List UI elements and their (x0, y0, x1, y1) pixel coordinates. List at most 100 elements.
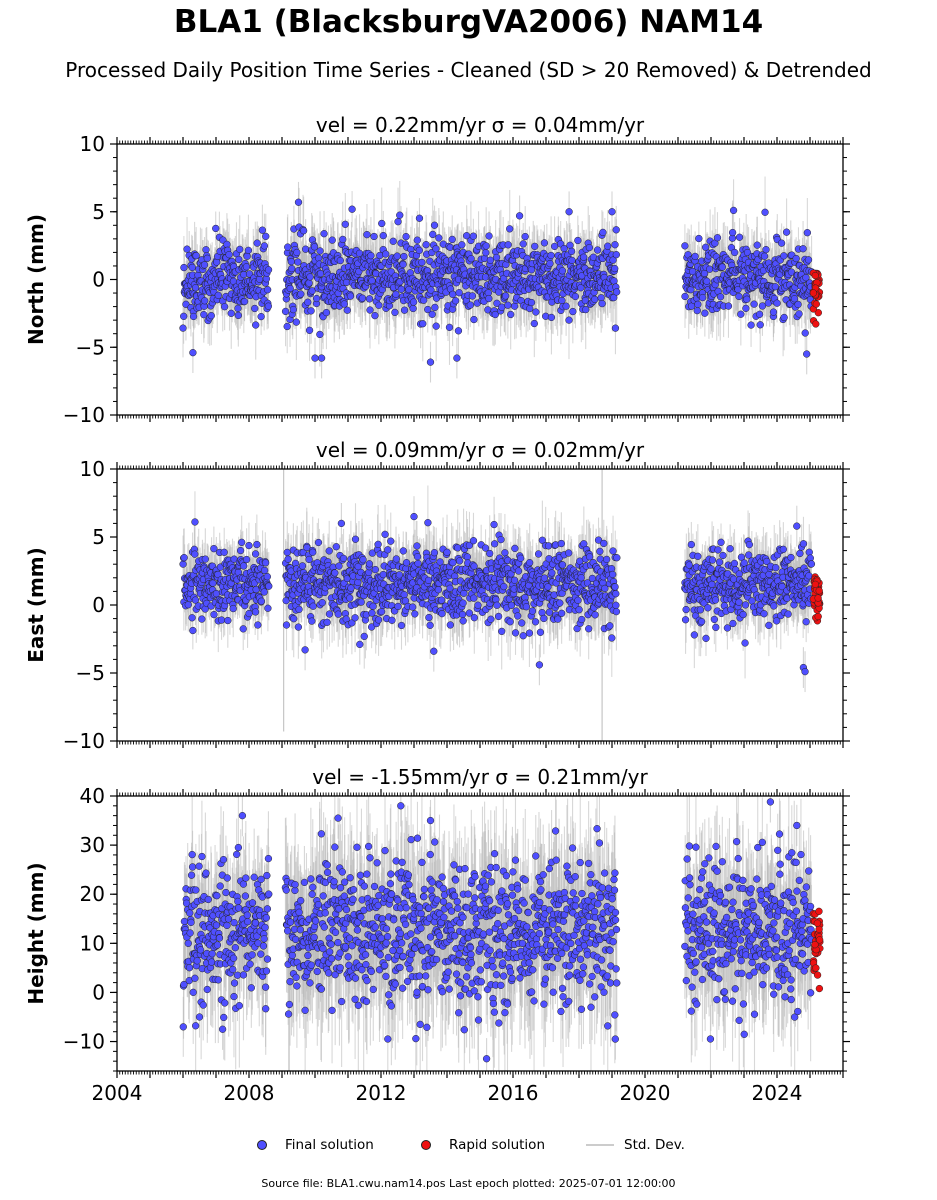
final-point (753, 241, 761, 249)
final-point (540, 239, 549, 247)
final-point (728, 228, 737, 237)
final-point (188, 263, 196, 272)
final-point (804, 256, 813, 264)
final-point (750, 300, 758, 308)
final-point (180, 263, 188, 272)
final-point (582, 305, 590, 314)
final-point (287, 257, 295, 266)
final-point (203, 254, 211, 262)
final-point (312, 294, 321, 303)
final-point (192, 252, 200, 260)
outlier-point (294, 198, 303, 206)
final-point (340, 300, 348, 308)
final-point (180, 312, 188, 320)
final-point (409, 304, 417, 313)
final-point (320, 230, 328, 238)
final-point (366, 306, 374, 314)
final-point (220, 303, 229, 311)
final-point (201, 297, 209, 305)
final-point (521, 232, 529, 241)
final-point (731, 248, 739, 257)
final-point (200, 261, 209, 269)
final-point (260, 242, 269, 250)
final-point (469, 232, 478, 240)
final-point (558, 267, 567, 275)
final-point (182, 300, 190, 308)
final-point (365, 295, 374, 303)
final-point (264, 302, 272, 310)
final-point (716, 293, 725, 301)
final-point (343, 306, 351, 314)
final-point (547, 313, 556, 322)
final-point (214, 291, 222, 299)
time-series-plots: −10 −5 0 5 10 vel = 0.22mm/yr σ = 0.04mm/yr No… (24, 113, 850, 1105)
final-point (251, 304, 259, 313)
final-point (803, 229, 812, 237)
final-point (565, 316, 573, 324)
final-point (200, 311, 208, 319)
final-point (792, 254, 800, 263)
final-point (382, 250, 390, 258)
final-point (243, 252, 251, 260)
rapid-point (809, 289, 818, 297)
outlier-point (311, 354, 319, 362)
final-point (253, 239, 261, 247)
final-point (491, 310, 499, 319)
final-point (735, 233, 744, 241)
final-point (179, 324, 187, 332)
final-point (400, 252, 408, 261)
final-point (527, 298, 536, 307)
final-point (531, 242, 539, 251)
final-point (299, 227, 308, 235)
final-point (445, 323, 454, 332)
final-point (780, 313, 788, 322)
final-point (574, 236, 582, 245)
final-point (420, 296, 428, 304)
final-point (397, 285, 405, 293)
final-point (429, 230, 437, 239)
final-point (281, 307, 290, 316)
final-point (486, 256, 495, 264)
rapid-point (812, 320, 820, 328)
outlier-point (565, 208, 573, 216)
final-point (212, 224, 220, 233)
final-point (305, 279, 313, 287)
final-point (316, 247, 324, 255)
final-point (694, 300, 702, 309)
final-point (502, 292, 510, 300)
final-point (795, 310, 803, 318)
final-point (289, 305, 298, 314)
final-point (699, 293, 707, 302)
north-panel: −10 −5 0 5 10 vel = 0.22mm/yr σ = 0.04mm/yr No… (24, 113, 850, 427)
final-point (782, 228, 791, 236)
final-point (455, 289, 463, 297)
final-point (527, 266, 536, 274)
final-point (240, 297, 249, 306)
final-point (467, 255, 475, 263)
final-point (371, 311, 379, 320)
final-point (418, 258, 426, 267)
final-point (378, 219, 386, 228)
final-point (409, 298, 418, 306)
final-point (758, 302, 767, 310)
final-point (598, 299, 606, 308)
final-point (762, 246, 770, 254)
final-point (756, 321, 764, 329)
final-point (735, 292, 743, 301)
final-point (470, 315, 478, 324)
final-point (286, 284, 294, 293)
outlier-point (803, 350, 811, 358)
final-point (428, 310, 436, 318)
final-point (415, 214, 424, 222)
final-point (207, 312, 215, 320)
rapid-point (811, 271, 819, 280)
final-point (530, 319, 538, 328)
rapid-point (814, 309, 822, 317)
final-point (485, 294, 493, 303)
final-point (389, 237, 397, 245)
final-point (612, 226, 620, 234)
final-point (609, 256, 617, 264)
final-point (581, 296, 590, 305)
final-point (422, 241, 430, 249)
final-point (703, 277, 711, 285)
